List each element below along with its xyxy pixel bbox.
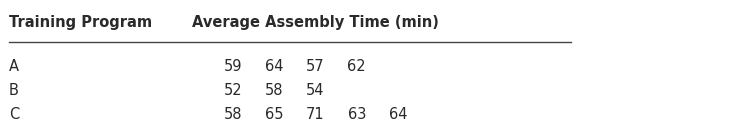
Text: 64: 64 (389, 107, 407, 122)
Text: 64: 64 (265, 60, 283, 74)
Text: 59: 59 (224, 60, 242, 74)
Text: 57: 57 (306, 60, 324, 74)
Text: 62: 62 (348, 60, 366, 74)
Text: A: A (9, 60, 19, 74)
Text: 52: 52 (224, 83, 242, 98)
Text: 54: 54 (306, 83, 324, 98)
Text: 63: 63 (348, 107, 366, 122)
Text: C: C (9, 107, 20, 122)
Text: 65: 65 (265, 107, 283, 122)
Text: 58: 58 (224, 107, 242, 122)
Text: B: B (9, 83, 19, 98)
Text: Training Program: Training Program (9, 15, 152, 30)
Text: Average Assembly Time (min): Average Assembly Time (min) (192, 15, 439, 30)
Text: 71: 71 (306, 107, 324, 122)
Text: 58: 58 (265, 83, 283, 98)
